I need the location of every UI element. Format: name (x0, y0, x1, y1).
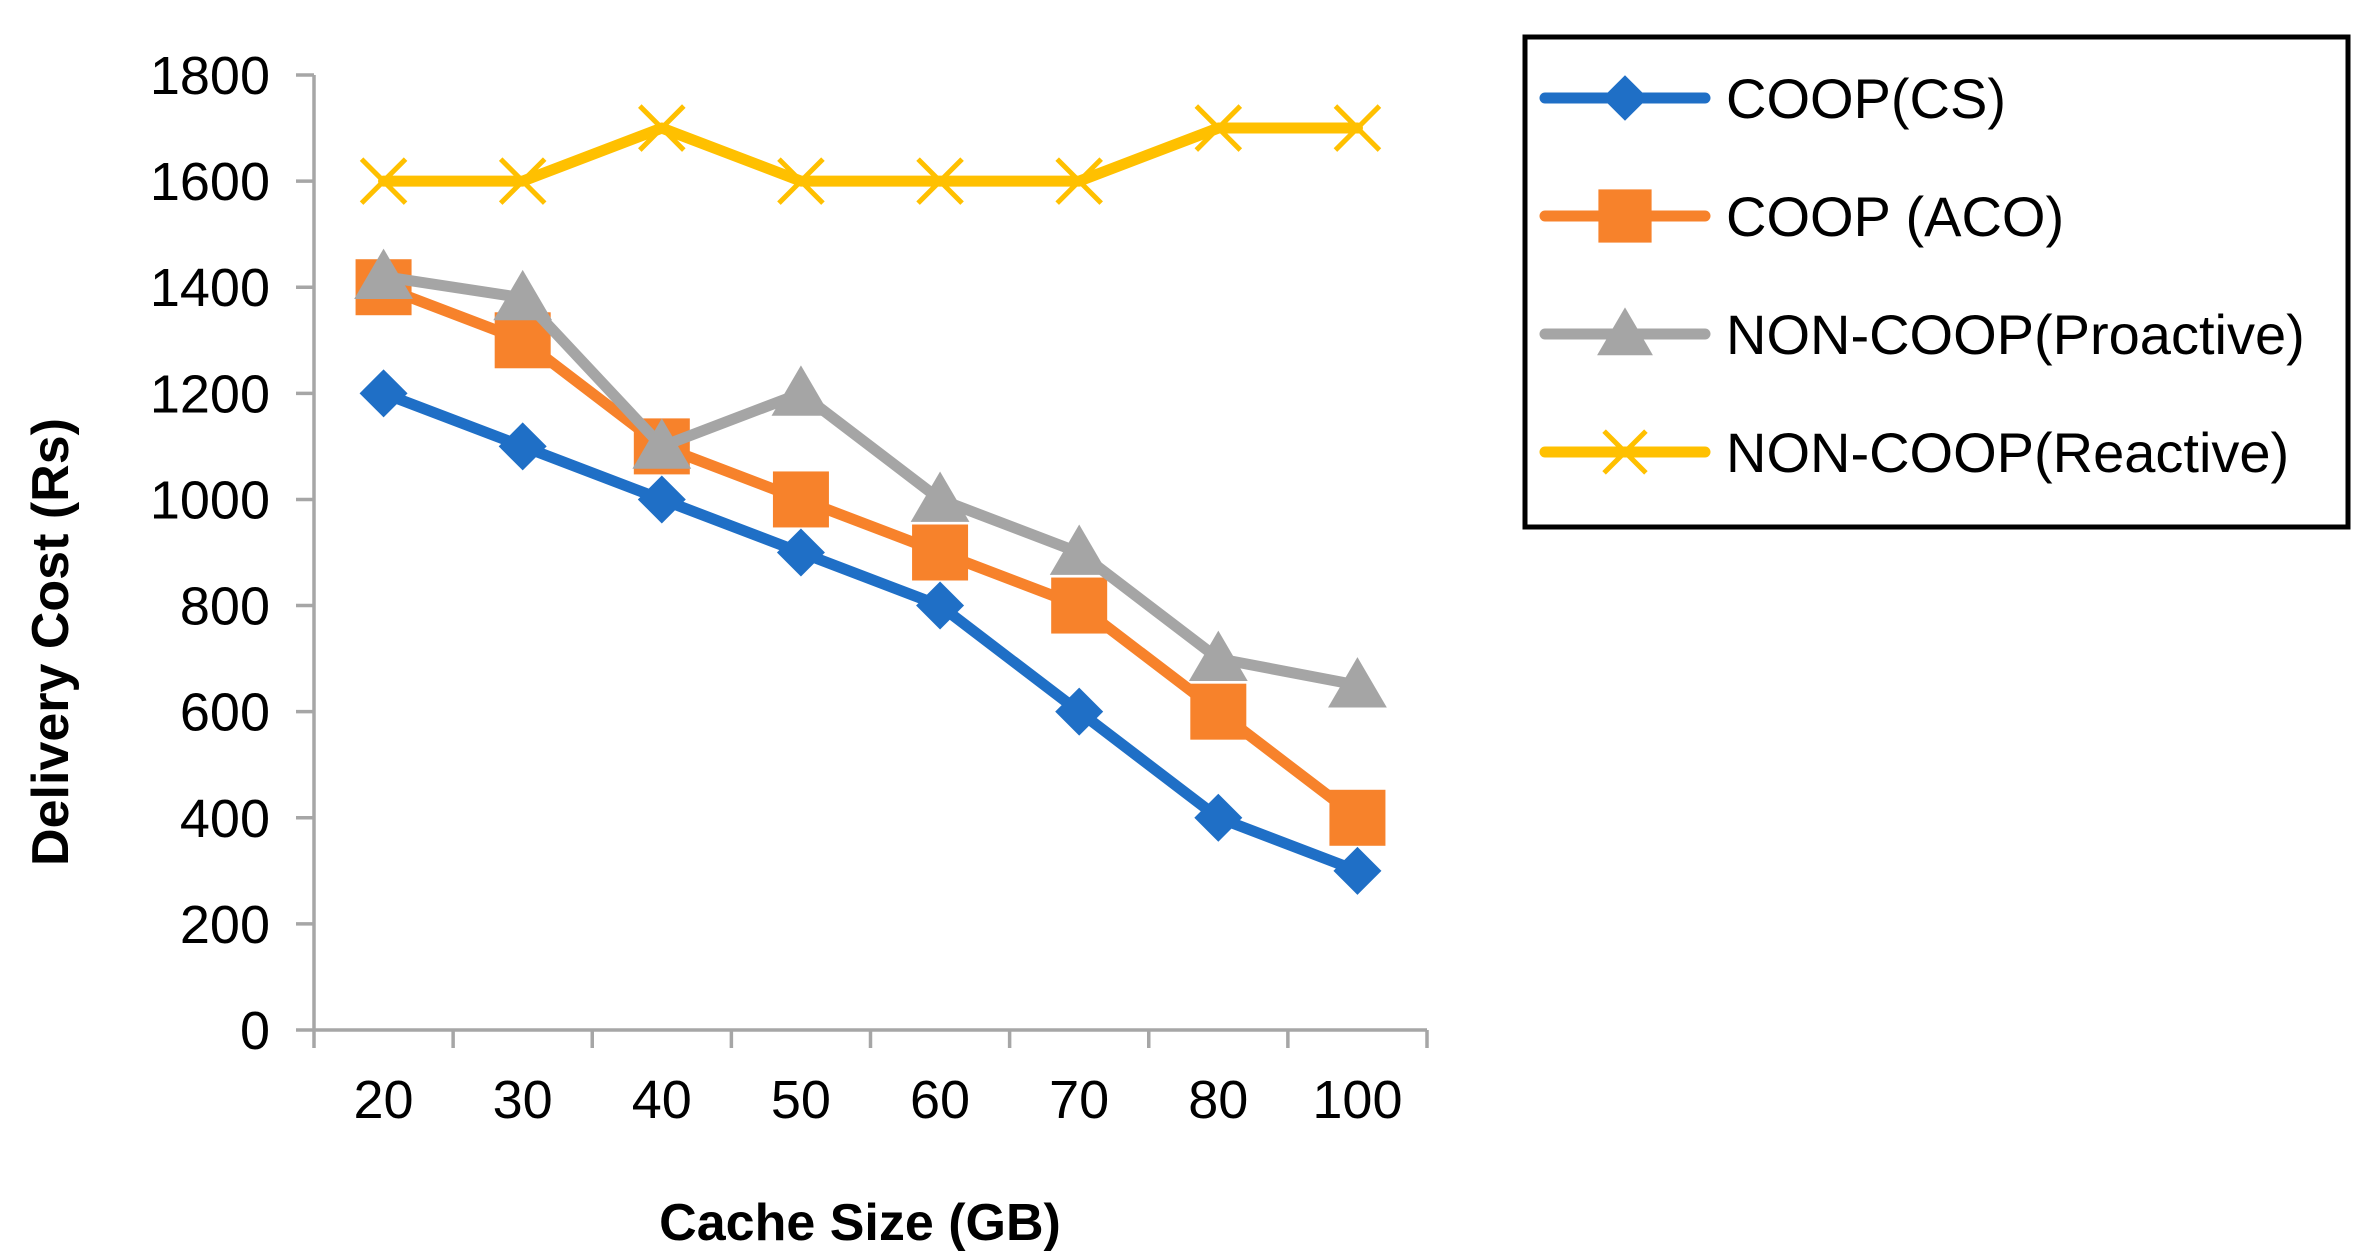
data-point (1194, 793, 1243, 842)
data-point (1328, 657, 1387, 708)
data-point (354, 248, 413, 300)
data-point (493, 269, 553, 321)
legend-marker (1602, 429, 1648, 475)
y-tick-label: 600 (180, 683, 270, 743)
data-point (498, 422, 547, 471)
legend-marker (1597, 307, 1653, 356)
x-axis-title: Cache Size (GB) (659, 1194, 1061, 1252)
data-point (1194, 104, 1243, 152)
data-point (912, 524, 969, 581)
y-tick-label: 800 (180, 577, 270, 637)
series-layer (354, 104, 1387, 895)
x-tick-label: 70 (1049, 1070, 1109, 1130)
data-point (1049, 524, 1109, 575)
x-axis: 20 30 40 50 60 70 80 100 (312, 1028, 1429, 1130)
data-point (776, 528, 825, 577)
legend-marker (1598, 189, 1652, 243)
x-tick-label: 50 (771, 1070, 831, 1130)
legend-label: COOP(CS) (1726, 67, 2006, 130)
data-point (1333, 846, 1382, 895)
x-tick-label: 40 (632, 1070, 692, 1130)
x-tick-label: 60 (910, 1070, 970, 1130)
y-tick-label: 1800 (150, 46, 270, 106)
y-tick-label: 1200 (150, 364, 270, 424)
data-point (1188, 630, 1248, 682)
series-line (378, 122, 1363, 187)
x-tick-label: 100 (1312, 1070, 1402, 1130)
data-point (916, 157, 964, 205)
series-non-coop-proactive (354, 248, 1387, 708)
data-point (638, 104, 686, 152)
y-tick-label: 400 (180, 789, 270, 849)
data-point (910, 471, 970, 522)
y-tick-label: 1000 (150, 470, 270, 530)
legend: COOP(CS) COOP (ACO) NON-COOP(Proactive) NON… (1522, 34, 2351, 530)
legend-box (1522, 34, 2351, 530)
data-point (771, 365, 831, 416)
series-non-coop-reactive (359, 104, 1382, 205)
legend-label: NON-COOP(Reactive) (1726, 421, 2289, 484)
legend-item: NON-COOP(Proactive) (1539, 303, 2305, 366)
x-tick-label: 30 (493, 1070, 553, 1130)
legend-label: COOP (ACO) (1726, 185, 2064, 248)
x-tick-label: 20 (354, 1070, 414, 1130)
data-point (1333, 104, 1382, 152)
data-point (1329, 789, 1386, 846)
data-point (359, 157, 408, 205)
series-line (378, 271, 1363, 691)
series-coop-aco (355, 259, 1386, 846)
data-point (1190, 683, 1247, 740)
series-coop-cs (359, 369, 1382, 895)
data-point (1051, 577, 1108, 634)
data-point (916, 581, 965, 630)
legend-label: NON-COOP(Proactive) (1726, 303, 2305, 366)
data-point (637, 475, 686, 524)
y-axis-title: Delivery Cost (Rs) (22, 418, 80, 866)
data-point (359, 369, 408, 418)
x-tick-label: 80 (1188, 1070, 1248, 1130)
y-tick-label: 200 (180, 895, 270, 955)
series-line (378, 387, 1363, 877)
data-point (1055, 157, 1103, 205)
legend-item: COOP(CS) (1539, 67, 2006, 130)
data-point (498, 157, 547, 205)
data-point (632, 418, 692, 469)
legend-marker (1602, 75, 1648, 121)
y-axis: 0 200 400 600 800 1000 1200 1400 1600 1800 (150, 46, 316, 1061)
data-point (1055, 687, 1104, 736)
legend-item: NON-COOP(Reactive) (1539, 421, 2289, 484)
legend-item: COOP (ACO) (1539, 185, 2064, 248)
y-tick-label: 1600 (150, 152, 270, 212)
data-point (777, 157, 825, 205)
y-tick-label: 1400 (150, 258, 270, 318)
data-point (772, 471, 829, 528)
y-tick-label: 0 (240, 1001, 270, 1061)
